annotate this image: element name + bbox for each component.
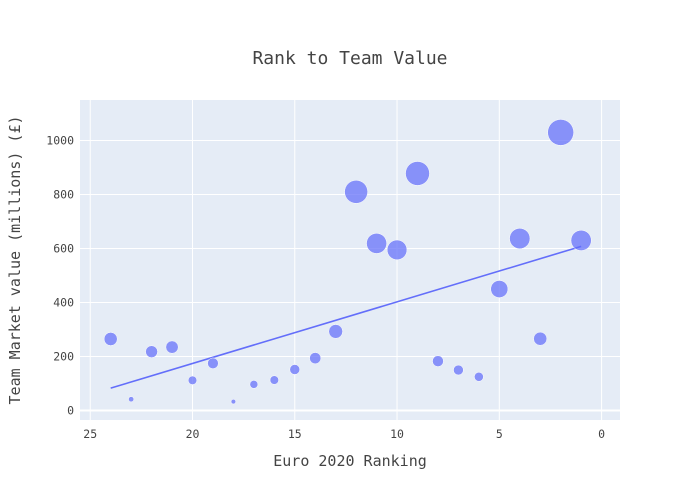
data-point <box>386 239 408 261</box>
x-axis-ticks: 25 20 15 10 5 0 <box>83 427 605 441</box>
data-point <box>453 364 464 376</box>
y-tick-label: 800 <box>53 188 74 202</box>
data-point <box>269 375 279 385</box>
data-point <box>328 324 343 339</box>
trendline-layer <box>110 245 582 389</box>
data-point <box>405 161 430 186</box>
plot-area <box>80 100 620 420</box>
gridlines <box>80 100 620 420</box>
x-tick-label: 15 <box>288 427 302 441</box>
y-tick-label: 0 <box>67 404 74 418</box>
data-point <box>289 364 301 375</box>
data-point <box>547 119 574 146</box>
data-point <box>533 331 548 346</box>
data-point <box>207 357 219 369</box>
x-tick-label: 5 <box>496 427 503 441</box>
data-point <box>103 332 118 346</box>
data-point <box>366 233 387 254</box>
data-point <box>490 280 509 298</box>
data-point <box>344 180 368 204</box>
data-point <box>187 375 198 385</box>
y-tick-label: 600 <box>53 242 74 256</box>
y-axis-title: Team Market value (millions) (£) <box>6 116 24 405</box>
data-point <box>230 399 236 405</box>
data-point <box>570 230 592 251</box>
data-point <box>432 355 444 367</box>
data-point <box>165 340 179 354</box>
x-tick-label: 10 <box>390 427 404 441</box>
x-tick-label: 0 <box>598 427 605 441</box>
x-tick-label: 25 <box>83 427 97 441</box>
y-tick-label: 400 <box>53 296 74 310</box>
chart-title: Rank to Team Value <box>252 48 447 69</box>
data-point <box>309 352 322 365</box>
y-tick-label: 200 <box>53 350 74 364</box>
data-point <box>249 380 259 389</box>
data-point <box>128 396 135 403</box>
y-axis-ticks: 0 200 400 600 800 1000 <box>46 134 74 418</box>
data-point <box>509 228 531 250</box>
trendline <box>110 245 582 389</box>
data-point <box>474 372 484 382</box>
y-tick-label: 1000 <box>46 134 74 148</box>
points-layer <box>103 119 592 405</box>
x-axis-title: Euro 2020 Ranking <box>273 452 427 470</box>
x-tick-label: 20 <box>186 427 200 441</box>
data-point <box>145 345 158 358</box>
